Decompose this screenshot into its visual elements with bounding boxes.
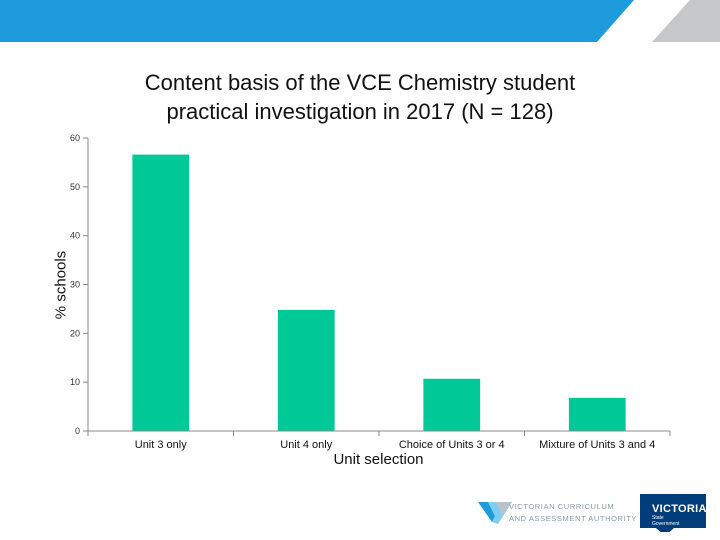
- x-axis-label: Unit selection: [333, 451, 424, 468]
- bar-2: [423, 378, 481, 431]
- x-tick-label-2: Choice of Units 3 or 4: [399, 439, 505, 451]
- y-tick-label-3: 30: [70, 280, 80, 290]
- bar-1: [277, 309, 335, 431]
- x-tick-label-3: Mixture of Units 3 and 4: [539, 439, 655, 451]
- victoria-sub-2: Government: [652, 521, 680, 527]
- victoria-logo-text: VICTORIA State Government: [652, 503, 707, 527]
- x-axis-ticks: Unit 3 only Unit 4 only Choice of Units 3 …: [87, 431, 671, 451]
- chart-title: Content basis of the VCE Chemistry stude…: [60, 68, 660, 126]
- vcaa-line-2: AND ASSESSMENT AUTHORITY: [509, 514, 638, 523]
- bar-3: [568, 397, 626, 431]
- vcaa-logo-text: VICTORIAN CURRICULUM AND ASSESSMENT AUTH…: [509, 501, 637, 525]
- y-tick-label-0: 0: [75, 426, 80, 436]
- victoria-name: VICTORIA: [652, 503, 707, 515]
- vcaa-logo-icon: [478, 502, 512, 524]
- y-tick-label-5: 50: [70, 182, 80, 192]
- header-gray-stripe: [652, 0, 720, 42]
- y-tick-label-1: 10: [70, 377, 80, 387]
- vcaa-line-1: VICTORIAN CURRICULUM: [509, 502, 615, 511]
- y-axis-ticks: 0 10 20 30 40 50 60: [70, 133, 88, 436]
- x-tick-label-1: Unit 4 only: [280, 439, 332, 451]
- victoria-sub-1: State: [652, 515, 664, 521]
- header-blue-band: [0, 0, 634, 42]
- y-tick-label-4: 40: [70, 231, 80, 241]
- y-tick-label-6: 60: [70, 133, 80, 143]
- chart-title-line-2: practical investigation in 2017 (N = 128…: [166, 99, 554, 124]
- victoria-logo-icon: [640, 494, 706, 532]
- bar-0: [132, 154, 190, 431]
- chart-title-line-1: Content basis of the VCE Chemistry stude…: [144, 70, 576, 95]
- y-tick-label-2: 20: [70, 328, 80, 338]
- chart-bars: [132, 154, 626, 431]
- header-banner: [0, 0, 720, 42]
- x-tick-label-0: Unit 3 only: [135, 439, 187, 451]
